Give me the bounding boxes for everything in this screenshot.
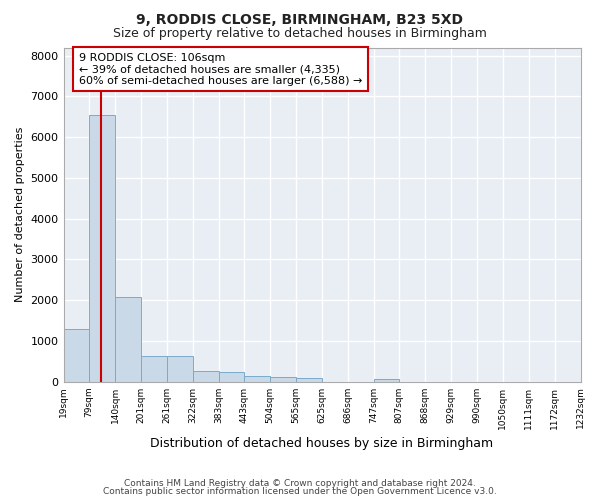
Bar: [244, 376, 270, 382]
X-axis label: Distribution of detached houses by size in Birmingham: Distribution of detached houses by size …: [151, 437, 494, 450]
Bar: [115, 297, 141, 382]
Text: Size of property relative to detached houses in Birmingham: Size of property relative to detached ho…: [113, 28, 487, 40]
Bar: [167, 356, 193, 382]
Text: 9, RODDIS CLOSE, BIRMINGHAM, B23 5XD: 9, RODDIS CLOSE, BIRMINGHAM, B23 5XD: [137, 12, 464, 26]
Text: 9 RODDIS CLOSE: 106sqm
← 39% of detached houses are smaller (4,335)
60% of semi-: 9 RODDIS CLOSE: 106sqm ← 39% of detached…: [79, 52, 362, 86]
Bar: [141, 356, 167, 382]
Bar: [193, 372, 218, 382]
Bar: [270, 377, 296, 382]
Bar: [296, 378, 322, 382]
Bar: [64, 328, 89, 382]
Text: Contains HM Land Registry data © Crown copyright and database right 2024.: Contains HM Land Registry data © Crown c…: [124, 478, 476, 488]
Bar: [374, 379, 400, 382]
Bar: [218, 372, 244, 382]
Bar: [89, 114, 115, 382]
Y-axis label: Number of detached properties: Number of detached properties: [15, 127, 25, 302]
Text: Contains public sector information licensed under the Open Government Licence v3: Contains public sector information licen…: [103, 487, 497, 496]
